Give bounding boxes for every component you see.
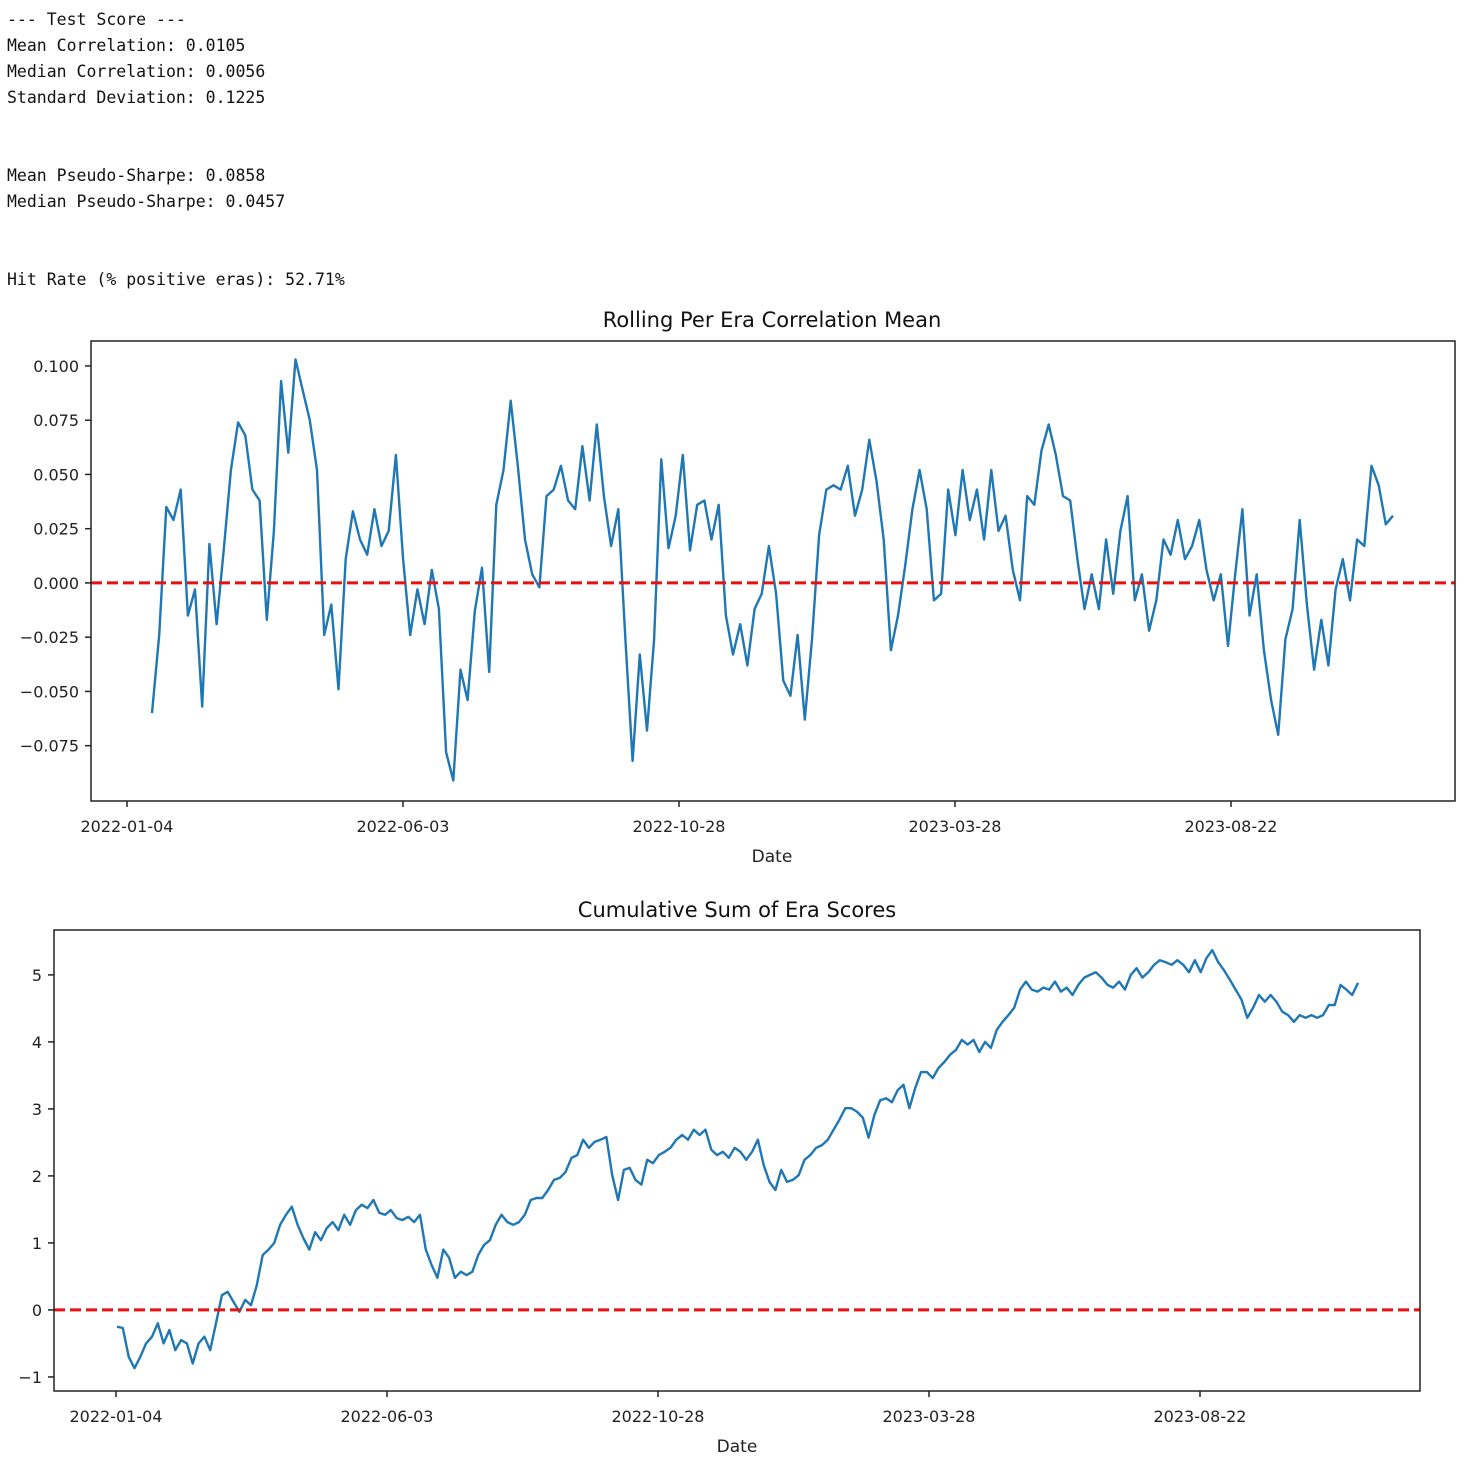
y-tick-label: 0.000 <box>33 574 79 593</box>
cumulative-sum-chart: Cumulative Sum of Era Scores Date −1 0 1 2 3… <box>18 898 1421 1457</box>
output-line: Hit Rate (% positive eras): 52.71% <box>7 270 345 289</box>
y-tick-label: −1 <box>18 1368 42 1387</box>
y-tick-label: 0.075 <box>33 411 79 430</box>
axes-frame <box>90 340 1456 802</box>
y-tick-label: −0.050 <box>20 682 79 701</box>
x-tick-label: 2022-01-04 <box>81 817 174 836</box>
chart-title: Rolling Per Era Correlation Mean <box>603 308 942 332</box>
x-tick-label: 2022-10-28 <box>612 1407 705 1426</box>
y-tick-label: 0.100 <box>33 357 79 376</box>
x-tick-label: 2023-08-22 <box>1185 817 1278 836</box>
x-tick-label: 2022-10-28 <box>633 817 726 836</box>
y-tick-label: 1 <box>32 1234 42 1253</box>
x-tick-label: 2023-03-28 <box>883 1407 976 1426</box>
output-line: Median Correlation: 0.0056 <box>7 62 266 81</box>
x-axis-label: Date <box>717 1437 758 1457</box>
y-tick-label: −0.025 <box>20 628 79 647</box>
output-line: Standard Deviation: 0.1225 <box>7 88 266 107</box>
output-line: Mean Pseudo-Sharpe: 0.0858 <box>7 166 266 185</box>
y-tick-label: 0.025 <box>33 520 79 539</box>
cell-output-text: --- Test Score --- Mean Correlation: 0.01… <box>7 7 345 293</box>
series-line <box>116 948 1360 1370</box>
output-line: Median Pseudo-Sharpe: 0.0457 <box>7 192 286 211</box>
axes-frame <box>53 929 1421 1392</box>
y-tick-label: 0.050 <box>33 465 79 484</box>
y-tick-label: 0 <box>32 1301 42 1320</box>
x-tick-label: 2023-03-28 <box>909 817 1002 836</box>
y-tick-label: 2 <box>32 1167 42 1186</box>
output-line: Mean Correlation: 0.0105 <box>7 36 246 55</box>
y-tick-label: −0.075 <box>20 737 79 756</box>
x-tick-label: 2023-08-22 <box>1154 1407 1247 1426</box>
chart-title: Cumulative Sum of Era Scores <box>578 898 896 922</box>
output-line: --- Test Score --- <box>7 10 186 29</box>
y-tick-label: 4 <box>32 1033 42 1052</box>
y-tick-label: 3 <box>32 1100 42 1119</box>
x-tick-label: 2022-06-03 <box>357 817 450 836</box>
y-tick-label: 5 <box>32 966 42 985</box>
x-tick-label: 2022-01-04 <box>70 1407 163 1426</box>
series-line <box>150 358 1394 782</box>
x-axis-label: Date <box>752 847 793 867</box>
x-tick-label: 2022-06-03 <box>341 1407 434 1426</box>
rolling-correlation-chart: Rolling Per Era Correlation Mean Date −0… <box>20 308 1456 867</box>
